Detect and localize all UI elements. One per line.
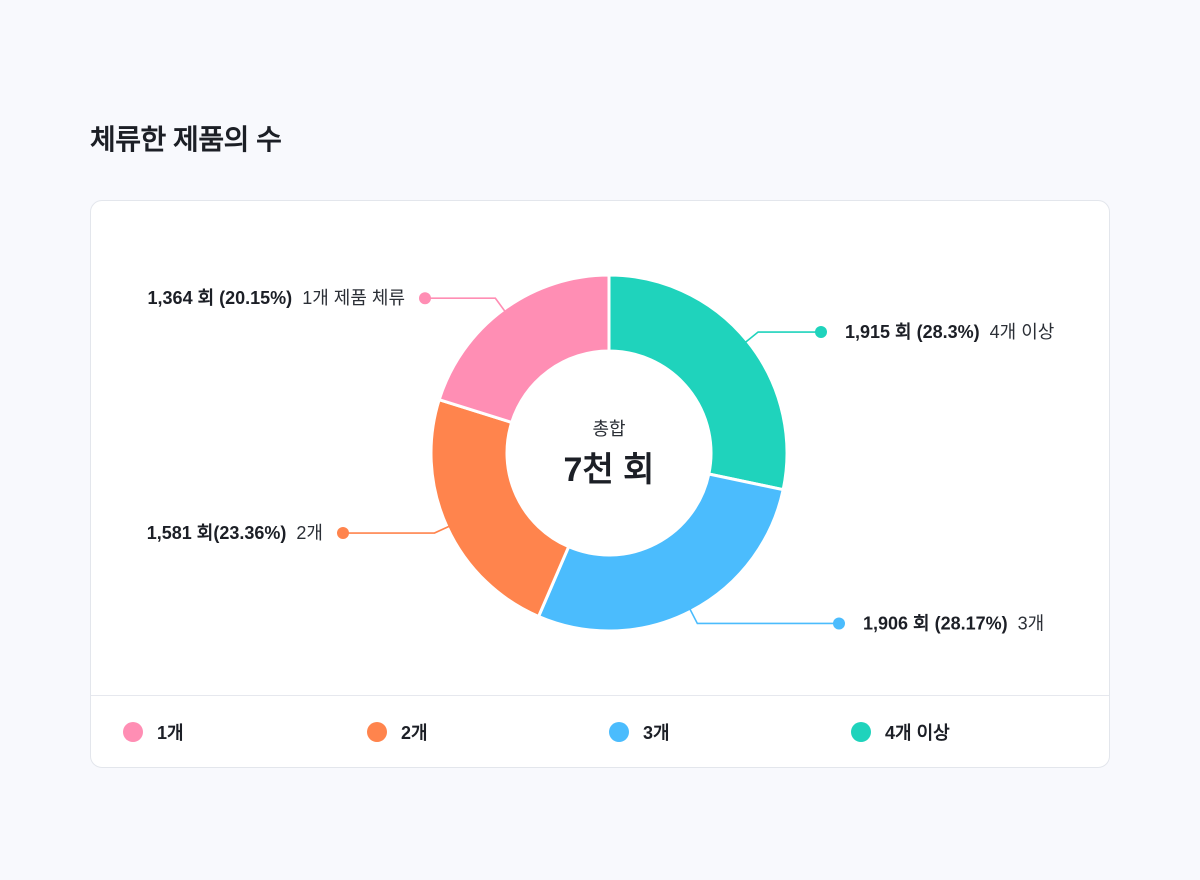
callout-value: 1,906 회 (28.17%) xyxy=(863,613,1008,633)
callout-2개: 1,581 회(23.36%) 2개 xyxy=(147,523,455,543)
donut-chart-area: 1,915 회 (28.3%) 4개 이상 1,906 회 (28.17%) 3개 1,… xyxy=(91,201,1109,695)
callout-desc: 4개 이상 xyxy=(990,322,1055,342)
legend-item-3개[interactable]: 3개 xyxy=(609,696,670,767)
callout-3개: 1,906 회 (28.17%) 3개 xyxy=(686,603,1044,633)
leader-line xyxy=(740,331,821,347)
legend-label: 2개 xyxy=(401,722,428,743)
callout-4개-이상: 1,915 회 (28.3%) 4개 이상 xyxy=(740,322,1054,347)
callout-value: 1,364 회 (20.15%) xyxy=(148,288,293,308)
leader-dot xyxy=(337,527,349,540)
donut-slice-1개[interactable] xyxy=(437,273,611,425)
legend-item-1개[interactable]: 1개 xyxy=(123,696,184,767)
callout-value: 1,581 회(23.36%) xyxy=(147,523,287,543)
callout-label: 1,906 회 (28.17%) 3개 xyxy=(863,613,1044,633)
leader-line xyxy=(686,603,839,625)
legend-label: 4개 이상 xyxy=(885,722,950,743)
center-label: 총합 xyxy=(592,419,625,439)
legend-swatch xyxy=(123,721,143,742)
callout-desc: 1개 제품 체류 xyxy=(302,288,405,308)
legend-divider xyxy=(91,695,1109,696)
callout-desc: 2개 xyxy=(296,523,323,543)
legend-item-4개-이상[interactable]: 4개 이상 xyxy=(851,696,950,767)
leader-dot xyxy=(833,617,845,630)
leader-line xyxy=(343,523,455,534)
callout-label: 1,915 회 (28.3%) 4개 이상 xyxy=(845,322,1054,342)
page-title: 체류한 제품의 수 xyxy=(90,124,282,155)
center-value: 7천 회 xyxy=(564,451,655,489)
donut-slice-3개[interactable] xyxy=(536,472,785,633)
donut-slice-4개-이상[interactable] xyxy=(607,273,789,492)
legend-swatch xyxy=(609,721,629,742)
chart-legend: 1개 2개 3개 4개 이상 xyxy=(91,696,1109,767)
callout-label: 1,364 회 (20.15%) 1개 제품 체류 xyxy=(148,288,405,308)
callout-label: 1,581 회(23.36%) 2개 xyxy=(147,523,323,543)
legend-label: 3개 xyxy=(643,722,670,743)
legend-item-2개[interactable]: 2개 xyxy=(367,696,428,767)
donut-slice-2개[interactable] xyxy=(429,397,571,619)
chart-card: 1,915 회 (28.3%) 4개 이상 1,906 회 (28.17%) 3개 1,… xyxy=(90,200,1110,768)
donut-chart: 1,915 회 (28.3%) 4개 이상1,906 회 (28.17%) 3개1,… xyxy=(147,273,1054,633)
callout-value: 1,915 회 (28.3%) xyxy=(845,322,980,342)
legend-swatch xyxy=(851,721,871,742)
legend-label: 1개 xyxy=(157,722,184,743)
leader-dot xyxy=(419,292,431,305)
callout-1개: 1,364 회 (20.15%) 1개 제품 체류 xyxy=(148,288,510,317)
leader-dot xyxy=(815,326,827,339)
leader-line xyxy=(425,297,510,317)
callout-desc: 3개 xyxy=(1018,613,1045,633)
legend-swatch xyxy=(367,721,387,742)
